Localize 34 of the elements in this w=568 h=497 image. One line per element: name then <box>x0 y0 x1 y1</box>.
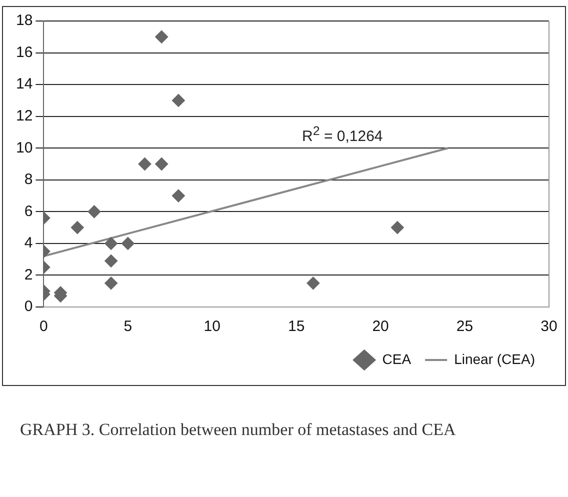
point <box>155 30 168 44</box>
point <box>138 158 152 170</box>
point <box>88 205 101 218</box>
y-tick-label: 12 <box>16 107 33 124</box>
point <box>306 276 320 290</box>
y-tick-label: 6 <box>24 202 33 220</box>
point <box>104 276 118 290</box>
annotation: R$^{2}$ = 0,1264 <box>302 124 383 145</box>
y-tick-label: 16 <box>16 44 33 61</box>
point <box>104 254 118 268</box>
point <box>121 236 134 250</box>
y-tick-label: 2 <box>24 266 33 284</box>
y-tick-label: 4 <box>24 234 33 252</box>
point <box>70 221 84 234</box>
x-tick-label: 25 <box>456 318 474 336</box>
y-tick-label: 8 <box>24 171 33 188</box>
x-tick-label: 20 <box>372 318 389 336</box>
y-tick-label: 14 <box>16 76 33 93</box>
point <box>172 189 185 202</box>
point <box>155 158 168 170</box>
x-tick-label: 10 <box>204 318 220 336</box>
point <box>172 94 185 107</box>
point <box>390 221 404 234</box>
legend-label: Linear (CEA) <box>454 350 536 367</box>
y-tick-label: 0 <box>24 298 33 316</box>
x-tick-label: 0 <box>40 318 48 336</box>
y-tick-label: 18 <box>16 12 33 30</box>
point <box>104 236 118 250</box>
legend-label: CEA <box>382 350 412 367</box>
caption: GRAPH 3. Correlation between number of metastases and CEA <box>20 420 456 440</box>
x-tick-label: 15 <box>288 318 305 336</box>
x-tick-label: 5 <box>124 318 132 336</box>
x-tick-label: 30 <box>540 318 558 336</box>
y-tick-label: 10 <box>16 139 33 156</box>
